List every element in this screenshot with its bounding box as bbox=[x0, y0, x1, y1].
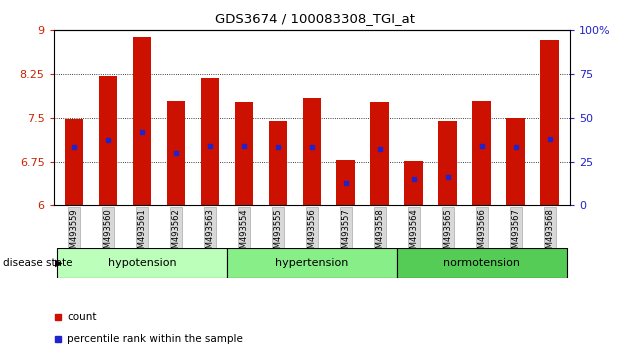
Text: GSM493556: GSM493556 bbox=[307, 209, 316, 259]
Bar bbox=[472, 101, 491, 205]
Text: GSM493554: GSM493554 bbox=[239, 209, 248, 259]
Text: GSM493564: GSM493564 bbox=[410, 209, 418, 259]
Text: GSM493568: GSM493568 bbox=[545, 209, 554, 259]
Text: percentile rank within the sample: percentile rank within the sample bbox=[67, 334, 243, 344]
Text: hypertension: hypertension bbox=[275, 258, 348, 268]
Text: GSM493566: GSM493566 bbox=[478, 209, 486, 259]
Bar bbox=[65, 119, 83, 205]
Text: hypotension: hypotension bbox=[108, 258, 176, 268]
Text: GSM493565: GSM493565 bbox=[444, 209, 452, 259]
Bar bbox=[397, 248, 567, 278]
Bar bbox=[438, 121, 457, 205]
Bar bbox=[132, 37, 151, 205]
Bar bbox=[336, 160, 355, 205]
Text: GSM493559: GSM493559 bbox=[69, 209, 79, 259]
Text: count: count bbox=[67, 312, 97, 322]
Text: GSM493562: GSM493562 bbox=[171, 209, 180, 259]
Bar bbox=[541, 40, 559, 205]
Text: normotension: normotension bbox=[444, 258, 520, 268]
Bar bbox=[57, 248, 227, 278]
Text: GSM493557: GSM493557 bbox=[341, 209, 350, 259]
Bar bbox=[98, 76, 117, 205]
Bar bbox=[507, 118, 525, 205]
Text: ▶: ▶ bbox=[55, 258, 63, 268]
Bar bbox=[166, 101, 185, 205]
Bar bbox=[268, 121, 287, 205]
Text: GSM493560: GSM493560 bbox=[103, 209, 112, 259]
Text: disease state: disease state bbox=[3, 258, 72, 268]
Bar bbox=[404, 161, 423, 205]
Bar bbox=[370, 102, 389, 205]
Text: GSM493563: GSM493563 bbox=[205, 209, 214, 259]
Text: GSM493561: GSM493561 bbox=[137, 209, 146, 259]
Text: GSM493555: GSM493555 bbox=[273, 209, 282, 259]
Bar bbox=[302, 98, 321, 205]
Bar bbox=[200, 78, 219, 205]
Text: GDS3674 / 100083308_TGI_at: GDS3674 / 100083308_TGI_at bbox=[215, 12, 415, 25]
Text: GSM493558: GSM493558 bbox=[375, 209, 384, 259]
Bar bbox=[227, 248, 397, 278]
Bar bbox=[234, 102, 253, 205]
Text: GSM493567: GSM493567 bbox=[512, 209, 520, 259]
